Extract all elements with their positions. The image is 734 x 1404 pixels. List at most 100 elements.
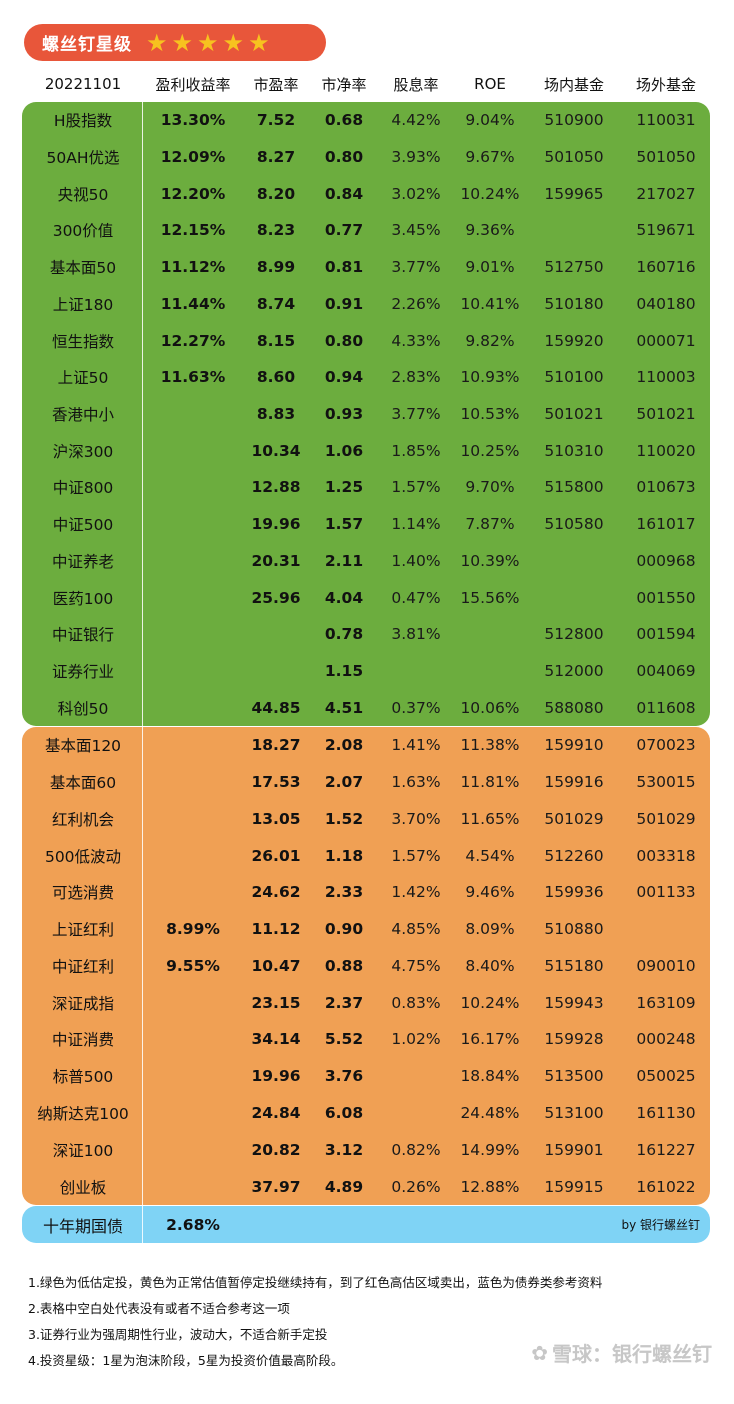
cell-pb: 1.15	[324, 661, 364, 680]
cell-otc-fund: 090010	[636, 956, 696, 975]
cell-index-name: H股指数	[53, 112, 113, 131]
cell-index-name: 中证红利	[51, 957, 114, 976]
cell-index-name: 中证养老	[51, 552, 114, 571]
cell-index-name: 沪深300	[52, 442, 114, 461]
cell-index-name: 中证800	[52, 479, 114, 498]
cell-dividend-yield: 3.77%	[391, 404, 441, 423]
header-pe: 市盈率	[253, 75, 299, 94]
cell-dividend-yield: 0.26%	[391, 1177, 441, 1196]
footnote: 3.证券行业为强周期性行业，波动大，不适合新手定投	[28, 1327, 328, 1342]
cell-otc-fund: 161130	[636, 1104, 696, 1123]
cell-pb: 0.80	[324, 148, 364, 167]
cell-otc-fund: 110020	[636, 441, 696, 460]
cell-dividend-yield: 4.33%	[391, 331, 441, 350]
cell-roe: 10.24%	[460, 993, 520, 1012]
cell-pe: 19.96	[251, 1067, 301, 1086]
bond-section: 十年期国债 2.68% by 银行螺丝钉	[22, 1206, 710, 1243]
table-row: 深证100 20.82 3.12 0.82% 14.99% 159901 161227	[22, 1131, 710, 1168]
cell-index-name: 深证100	[52, 1141, 114, 1160]
cell-dividend-yield: 1.63%	[391, 773, 441, 792]
cell-dividend-yield: 1.14%	[391, 515, 441, 534]
table-row: 中证养老 20.31 2.11 1.40% 10.39% 000968	[22, 542, 710, 579]
cell-pb: 4.04	[324, 588, 364, 607]
table-row: H股指数 13.30% 7.52 0.68 4.42% 9.04% 510900 110031	[22, 102, 710, 139]
cell-exchange-fund: 513100	[544, 1104, 604, 1123]
cell-dividend-yield: 1.02%	[391, 1030, 441, 1049]
cell-index-name: 红利机会	[51, 810, 114, 829]
cell-exchange-fund: 510310	[544, 441, 604, 460]
table-row: 央视50 12.20% 8.20 0.84 3.02% 10.24% 159965 21702…	[22, 175, 710, 212]
cell-pe: 18.27	[251, 736, 301, 755]
xueqiu-logo-icon: ✿	[531, 1340, 548, 1365]
cell-earnings-yield: 12.20%	[160, 184, 226, 203]
cell-otc-fund: 163109	[636, 993, 696, 1012]
cell-exchange-fund: 159916	[544, 773, 604, 792]
cell-index-name: 中证消费	[51, 1031, 114, 1050]
cell-exchange-fund: 159915	[544, 1177, 604, 1196]
cell-otc-fund: 001550	[636, 588, 696, 607]
cell-exchange-fund: 159943	[544, 993, 604, 1012]
table-row: 50AH优选 12.09% 8.27 0.80 3.93% 9.67% 501050 5010…	[22, 139, 710, 176]
header-exchange-fund: 场内基金	[543, 75, 604, 94]
cell-earnings-yield: 11.44%	[160, 294, 226, 313]
cell-pb: 0.90	[324, 920, 364, 939]
cell-roe: 10.06%	[460, 698, 520, 717]
footnotes: 1.绿色为低估定投，黄色为正常估值暂停定投继续持有，到了红色高估区域卖出，蓝色为…	[28, 1270, 602, 1374]
column-divider	[142, 1206, 143, 1243]
cell-dividend-yield: 0.47%	[391, 588, 441, 607]
cell-roe: 9.36%	[465, 221, 515, 240]
cell-pb: 0.93	[324, 404, 364, 423]
cell-roe: 9.70%	[465, 478, 515, 497]
cell-dividend-yield: 3.81%	[391, 625, 441, 644]
cell-otc-fund: 001594	[636, 625, 696, 644]
table-row: 纳斯达克100 24.84 6.08 24.48% 513100 161130	[22, 1095, 710, 1132]
star-icon: ★	[248, 28, 270, 57]
cell-index-name: 300价值	[52, 222, 114, 241]
cell-exchange-fund: 512800	[544, 625, 604, 644]
cell-pe: 26.01	[251, 846, 301, 865]
table-row: 沪深300 10.34 1.06 1.85% 10.25% 510310 110020	[22, 432, 710, 469]
cell-dividend-yield: 2.83%	[391, 368, 441, 387]
cell-exchange-fund: 159928	[544, 1030, 604, 1049]
cell-otc-fund: 501021	[636, 404, 696, 423]
cell-exchange-fund: 512260	[544, 846, 604, 865]
cell-otc-fund: 161017	[636, 515, 696, 534]
table-row: 中证800 12.88 1.25 1.57% 9.70% 515800 010673	[22, 469, 710, 506]
cell-dividend-yield: 1.57%	[391, 478, 441, 497]
table-row: 上证50 11.63% 8.60 0.94 2.83% 10.93% 510100 11000…	[22, 359, 710, 396]
cell-exchange-fund: 515180	[544, 956, 604, 975]
cell-pb: 2.33	[324, 883, 364, 902]
cell-dividend-yield: 1.41%	[391, 736, 441, 755]
cell-pb: 3.76	[324, 1067, 364, 1086]
cell-pe: 8.99	[256, 258, 296, 277]
cell-otc-fund: 001133	[636, 883, 696, 902]
cell-pe: 8.60	[256, 368, 296, 387]
cell-pb: 1.52	[324, 809, 364, 828]
cell-pe: 8.27	[256, 148, 296, 167]
cell-index-name: 基本面50	[49, 259, 117, 278]
cell-otc-fund: 110003	[636, 368, 696, 387]
header-earnings-yield: 盈利收益率	[155, 75, 231, 94]
cell-dividend-yield: 4.75%	[391, 956, 441, 975]
cell-roe: 7.87%	[465, 515, 515, 534]
cell-dividend-yield: 3.93%	[391, 148, 441, 167]
cell-dividend-yield: 4.85%	[391, 920, 441, 939]
cell-exchange-fund: 501050	[544, 148, 604, 167]
cell-pb: 0.84	[324, 184, 364, 203]
cell-dividend-yield: 3.70%	[391, 809, 441, 828]
cell-roe: 9.82%	[465, 331, 515, 350]
cell-exchange-fund: 510900	[544, 111, 604, 130]
cell-pb: 2.37	[324, 993, 364, 1012]
cell-exchange-fund: 159965	[544, 184, 604, 203]
cell-pb: 4.89	[324, 1177, 364, 1196]
table-row: 基本面120 18.27 2.08 1.41% 11.38% 159910 070023	[22, 727, 710, 764]
table-row: 中证红利 9.55% 10.47 0.88 4.75% 8.40% 515180 090010	[22, 948, 710, 985]
cell-exchange-fund: 510180	[544, 294, 604, 313]
table-row: 300价值 12.15% 8.23 0.77 3.45% 9.36% 519671	[22, 212, 710, 249]
cell-exchange-fund: 513500	[544, 1067, 604, 1086]
cell-roe: 10.93%	[460, 368, 520, 387]
cell-index-name: 科创50	[57, 699, 109, 718]
cell-roe: 16.17%	[460, 1030, 520, 1049]
cell-exchange-fund: 588080	[544, 698, 604, 717]
table-row: 红利机会 13.05 1.52 3.70% 11.65% 501029 501029	[22, 801, 710, 838]
